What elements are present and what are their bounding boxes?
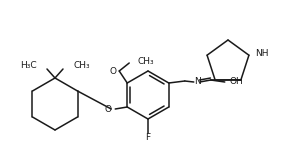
Text: O: O	[109, 67, 116, 75]
Text: CH₃: CH₃	[73, 61, 90, 71]
Text: OH: OH	[230, 77, 244, 87]
Text: O: O	[104, 104, 111, 114]
Text: NH: NH	[255, 49, 268, 58]
Text: H₃C: H₃C	[21, 61, 37, 71]
Text: CH₃: CH₃	[137, 56, 154, 66]
Text: F: F	[146, 134, 151, 142]
Text: N: N	[194, 77, 201, 87]
